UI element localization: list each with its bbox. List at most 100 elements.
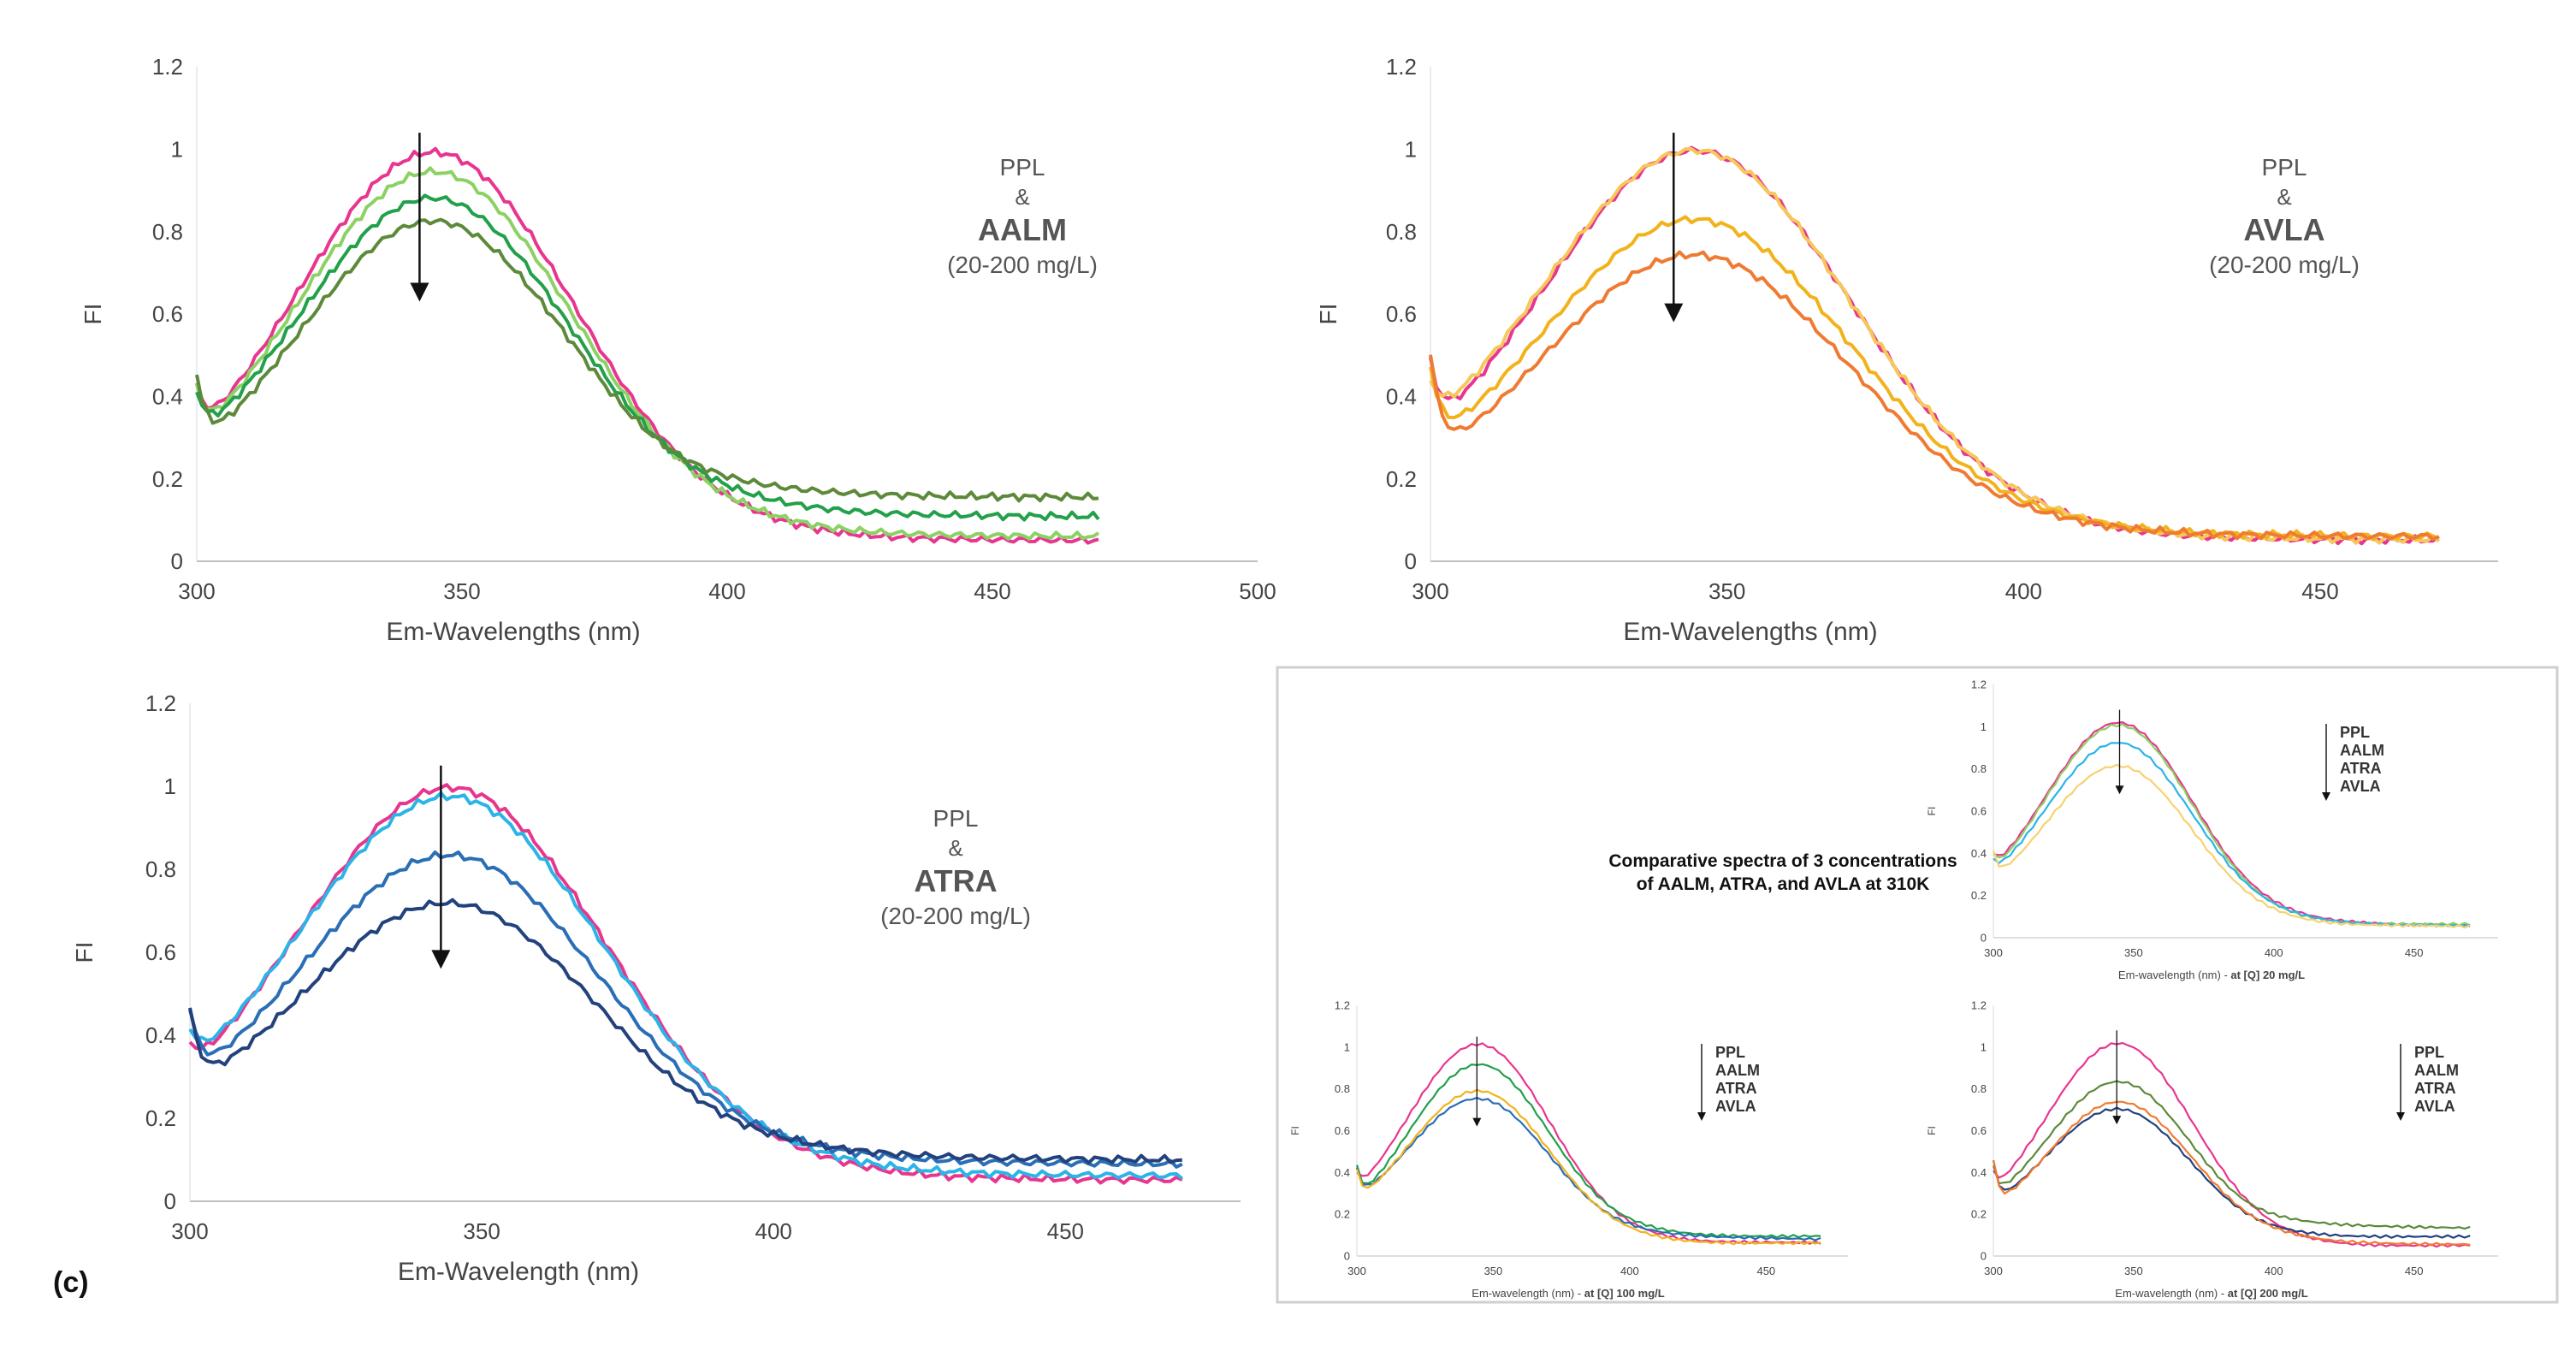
x-tick-label: 450 (2405, 946, 2424, 959)
annotation-line: (20-200 mg/L) (880, 903, 1031, 929)
series-line-atra (1992, 1106, 2471, 1239)
arrow-head (431, 950, 451, 969)
x-axis-label: Em-wavelength (nm) - at [Q] 100 mg/L (1472, 1287, 1664, 1300)
arrow-head (410, 282, 429, 302)
series-line-aalm-20-mg-l (195, 166, 1100, 541)
x-tick-label: 350 (443, 578, 480, 604)
y-axis-label: FI (1926, 1126, 1938, 1135)
y-tick-label: 1.2 (1971, 999, 1987, 1012)
y-tick-label: 1.2 (152, 54, 183, 80)
y-tick-label: 0 (164, 1188, 176, 1214)
series-line-ppl (1993, 1041, 2471, 1248)
x-axis-label-concentration: at [Q] 20 mg/L (2230, 969, 2305, 981)
comparison-title-line-2: of AALM, ATRA, and AVLA at 310K (1637, 874, 1930, 894)
x-tick-label: 350 (2124, 1265, 2143, 1277)
y-tick-label: 0.6 (1971, 1124, 1987, 1137)
x-tick-label: 400 (2005, 578, 2042, 604)
y-tick-label: 0.2 (1335, 1208, 1350, 1221)
x-tick-label: 300 (1347, 1265, 1366, 1277)
x-axis-label-concentration: at [Q] 200 mg/L (2228, 1287, 2308, 1300)
y-tick-label: 0.4 (145, 1022, 176, 1048)
x-axis-label: Em-Wavelengths (nm) (1623, 618, 1877, 646)
y-tick-label: 0.2 (145, 1105, 176, 1131)
y-tick-label: 1 (164, 773, 176, 799)
x-axis-label: Em-wavelength (nm) - at [Q] 200 mg/L (2115, 1287, 2307, 1300)
annotation-line: & (2277, 184, 2291, 210)
y-tick-label: 0.2 (152, 466, 183, 492)
series-line-avla-200-mg-l (1429, 250, 2440, 541)
x-tick-label: 300 (1984, 1265, 2003, 1277)
annotation-line: ATRA (914, 863, 997, 898)
series-line-aalm-100-mg-l (195, 193, 1100, 522)
x-tick-label: 350 (2124, 946, 2143, 959)
arrow-head (1472, 1117, 1482, 1127)
y-tick-label: 1.2 (145, 690, 176, 716)
x-tick-label: 400 (2265, 946, 2283, 959)
y-tick-label: 0.4 (1335, 1166, 1350, 1179)
y-tick-label: 1.2 (1335, 999, 1350, 1012)
legend-label: PPL (2340, 724, 2370, 741)
series-line-aalm (1993, 723, 2471, 927)
y-tick-label: 0.8 (1971, 1082, 1987, 1095)
annotation-line: AALM (978, 212, 1067, 247)
x-tick-label: 400 (708, 578, 745, 604)
legend-label: AALM (2414, 1062, 2459, 1079)
annotation-line: (20-200 mg/L) (2209, 252, 2360, 278)
panel-label: (c) (53, 1266, 89, 1299)
x-axis-label-text: Em-wavelength (nm) - (1472, 1287, 1584, 1300)
legend-arrow-head (2396, 1112, 2405, 1121)
y-tick-label: 0.6 (145, 939, 176, 965)
x-axis-label-concentration: at [Q] 100 mg/L (1584, 1287, 1665, 1300)
legend-label: AVLA (2414, 1098, 2455, 1115)
legend-label: PPL (1715, 1044, 1745, 1061)
x-axis-label: Em-Wavelengths (nm) (386, 618, 640, 646)
annotation-line: PPL (2262, 154, 2307, 181)
y-tick-label: 0.2 (1971, 889, 1987, 902)
legend-label: ATRA (2340, 760, 2382, 777)
x-axis-label: Em-Wavelength (nm) (398, 1258, 639, 1286)
y-tick-label: 0.8 (1335, 1082, 1350, 1095)
series-line-atra-20-mg-l (188, 791, 1184, 1181)
x-tick-label: 350 (463, 1218, 500, 1244)
x-axis-label: Em-wavelength (nm) - at [Q] 20 mg/L (2118, 969, 2305, 981)
legend-label: ATRA (2414, 1080, 2456, 1097)
x-tick-label: 350 (1484, 1265, 1503, 1277)
y-tick-label: 0.2 (1386, 466, 1417, 492)
legend-label: AALM (1715, 1062, 1760, 1079)
series-line-ppl (195, 146, 1099, 545)
y-tick-label: 1 (1344, 1040, 1350, 1053)
y-tick-label: 0 (1405, 548, 1417, 574)
chart-atra: 0 0.2 0.4 0.6 0.8 1 1.2 300 350 400 450 FI Em-Wavele… (71, 690, 1241, 1286)
series-line-atra-100-mg-l (188, 850, 1183, 1169)
series-line-avla (1992, 1100, 2471, 1247)
arrow-head (2115, 785, 2124, 795)
annotation-line: & (948, 835, 962, 861)
series-line-ppl (1356, 1042, 1821, 1245)
chart-conc200: 0 0.2 0.4 0.6 0.8 1 1.2 300 350 400 450 FI Em-wavele… (1926, 999, 2498, 1300)
y-tick-label: 0.8 (1971, 762, 1987, 775)
y-tick-label: 0 (171, 548, 183, 574)
y-tick-label: 0.8 (1386, 219, 1417, 245)
y-tick-label: 1 (171, 136, 183, 162)
y-tick-label: 0 (1981, 932, 1987, 945)
arrow-head (1664, 303, 1684, 323)
y-tick-label: 0.2 (1971, 1208, 1987, 1221)
legend-label: AVLA (1715, 1098, 1756, 1115)
x-tick-label: 300 (171, 1218, 208, 1244)
series-line-ppl (188, 783, 1183, 1185)
series-line-avla (1355, 1088, 1821, 1246)
y-tick-label: 0.4 (152, 383, 183, 409)
series-line-aalm (1355, 1063, 1821, 1239)
x-tick-label: 450 (974, 578, 1010, 604)
chart-aalm: 0 0.2 0.4 0.6 0.8 1 1.2 300 350 400 450 500 FI Em-Wav… (80, 54, 1276, 646)
series-line-atra (1993, 742, 2471, 927)
x-tick-label: 450 (2405, 1265, 2424, 1277)
x-tick-label: 400 (2265, 1265, 2283, 1277)
legend-label: ATRA (1715, 1080, 1757, 1097)
x-tick-label: 450 (2301, 578, 2338, 604)
arrow-head (2112, 1116, 2122, 1125)
x-axis-label-text: Em-wavelength (nm) - (2115, 1287, 2227, 1300)
x-tick-label: 400 (1620, 1265, 1639, 1277)
y-axis-label: FI (1315, 304, 1341, 325)
